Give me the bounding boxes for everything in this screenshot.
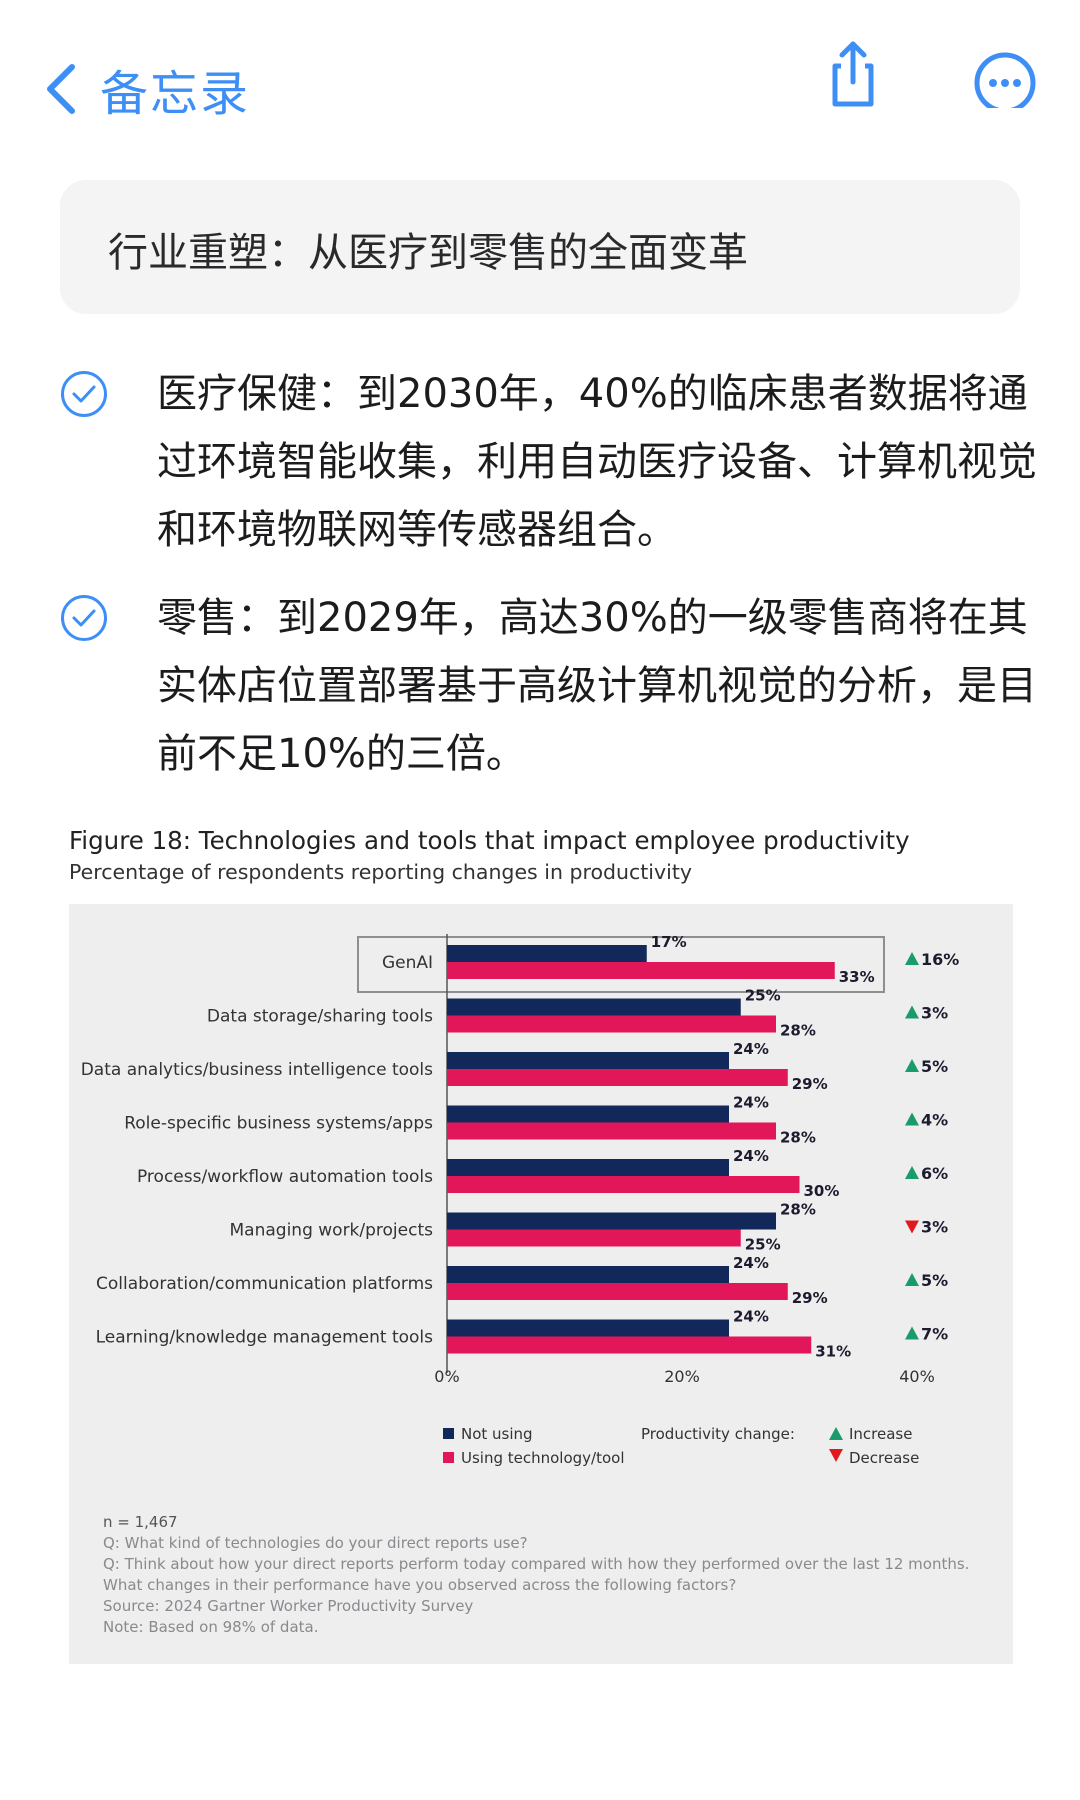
change-label: 6% [921, 1164, 948, 1183]
checkbox-checked-icon[interactable] [60, 594, 108, 642]
tick-label: 40% [899, 1367, 935, 1386]
change-label: 16% [921, 950, 959, 969]
note-heading: 行业重塑：从医疗到零售的全面变革 [108, 230, 748, 276]
increase-triangle-icon [905, 1166, 919, 1179]
data-label: 25% [745, 987, 781, 1005]
category-label: Collaboration/communication platforms [96, 1274, 433, 1294]
increase-triangle-icon [905, 1273, 919, 1286]
change-label: 4% [921, 1111, 948, 1130]
legend-label: Using technology/tool [461, 1449, 625, 1467]
category-label: Data storage/sharing tools [207, 1007, 433, 1027]
bar [447, 1015, 776, 1033]
data-label: 28% [780, 1201, 816, 1219]
category-label: Process/workflow automation tools [137, 1167, 433, 1187]
figure-subtitle: Percentage of respondents reporting chan… [69, 860, 692, 884]
checkbox-checked-icon[interactable] [60, 370, 108, 418]
increase-triangle-icon [905, 1112, 919, 1126]
data-label: 24% [733, 1254, 769, 1272]
increase-triangle-icon [905, 1005, 919, 1019]
highlight-box [357, 936, 885, 993]
bar [447, 1283, 788, 1300]
checklist-item-text[interactable]: 医疗保健：到2030年，40%的临床患者数据将通过环境智能收集，利用自动医疗设备… [157, 371, 1037, 553]
category-label: Data analytics/business intelligence too… [81, 1060, 433, 1080]
change-label: 5% [921, 1057, 948, 1076]
figure-note-line: n = 1,467 [103, 1513, 178, 1531]
bar [447, 1336, 812, 1354]
change-label: 5% [921, 1271, 948, 1290]
category-label: Learning/knowledge management tools [96, 1328, 434, 1348]
bar [447, 1176, 800, 1193]
bar [447, 945, 647, 962]
nav-bar: 备忘录 [0, 0, 1080, 170]
bar [447, 1212, 776, 1230]
category-label: Managing work/projects [230, 1221, 434, 1241]
increase-triangle-icon [905, 952, 919, 965]
change-label: 3% [921, 1004, 948, 1023]
legend-label: Not using [461, 1425, 533, 1443]
data-label: 29% [792, 1289, 828, 1307]
back-label: 备忘录 [100, 66, 251, 122]
bar [447, 1319, 729, 1337]
bar [447, 1052, 729, 1069]
data-label: 24% [733, 1308, 769, 1326]
more-icon [974, 52, 1036, 114]
category-label: Role-specific business systems/apps [124, 1114, 433, 1134]
figure-note-line: Q: What kind of technologies do your dir… [103, 1534, 528, 1552]
increase-triangle-icon [905, 1059, 919, 1072]
tick-label: 0% [434, 1367, 459, 1386]
bar [447, 1229, 741, 1247]
tick-label: 20% [664, 1367, 700, 1386]
legend-label: Decrease [849, 1449, 919, 1467]
decrease-triangle-icon [829, 1449, 843, 1462]
data-label: 30% [804, 1182, 840, 1200]
bar [447, 1105, 729, 1123]
legend-change-title: Productivity change: [641, 1425, 795, 1443]
data-label: 24% [733, 1094, 769, 1112]
bar [447, 1159, 729, 1176]
legend-label: Increase [849, 1425, 912, 1443]
increase-triangle-icon [829, 1427, 843, 1440]
bar [447, 962, 835, 979]
bar [447, 1069, 788, 1086]
bar [447, 998, 741, 1016]
figure-note-line: Source: 2024 Gartner Worker Productivity… [103, 1597, 474, 1615]
data-label: 31% [815, 1343, 851, 1361]
figure-note-line: Q: Think about how your direct reports p… [103, 1555, 970, 1573]
more-button[interactable] [970, 38, 1040, 114]
data-label: 28% [780, 1129, 816, 1147]
figure-notes: n = 1,467 Q: What kind of technologies d… [103, 1512, 1003, 1638]
increase-triangle-icon [905, 1326, 919, 1340]
share-button[interactable] [818, 38, 888, 108]
legend-swatch [443, 1428, 454, 1439]
data-label: 24% [733, 1040, 769, 1058]
data-label: 28% [780, 1022, 816, 1040]
data-label: 29% [792, 1075, 828, 1093]
decrease-triangle-icon [905, 1220, 919, 1234]
figure-panel: GenAI 17% 33% 16% Data storage/sharing tools… [69, 904, 1013, 1664]
figure-note-line: What changes in their performance have y… [103, 1576, 737, 1594]
chevron-left-icon [47, 64, 75, 114]
legend-swatch [443, 1452, 454, 1463]
figure-note-line: Note: Based on 98% of data. [103, 1618, 319, 1636]
checklist-item-text[interactable]: 零售：到2029年，高达30%的一级零售商将在其实体店位置部署基于高级计算机视觉… [157, 595, 1037, 777]
change-label: 7% [921, 1325, 948, 1344]
share-icon [832, 41, 874, 107]
figure-title: Figure 18: Technologies and tools that i… [69, 826, 910, 855]
bar-chart: GenAI 17% 33% 16% Data storage/sharing tools… [81, 933, 960, 1467]
back-button[interactable]: 备忘录 [44, 54, 250, 124]
bar [447, 1122, 776, 1140]
data-label: 25% [745, 1236, 781, 1254]
note-heading-block[interactable]: 行业重塑：从医疗到零售的全面变革 [60, 180, 1020, 314]
data-label: 17% [651, 933, 687, 951]
change-label: 3% [921, 1218, 948, 1237]
category-label: GenAI [382, 953, 433, 973]
bar [447, 1266, 729, 1283]
data-label: 33% [839, 968, 875, 986]
data-label: 24% [733, 1147, 769, 1165]
